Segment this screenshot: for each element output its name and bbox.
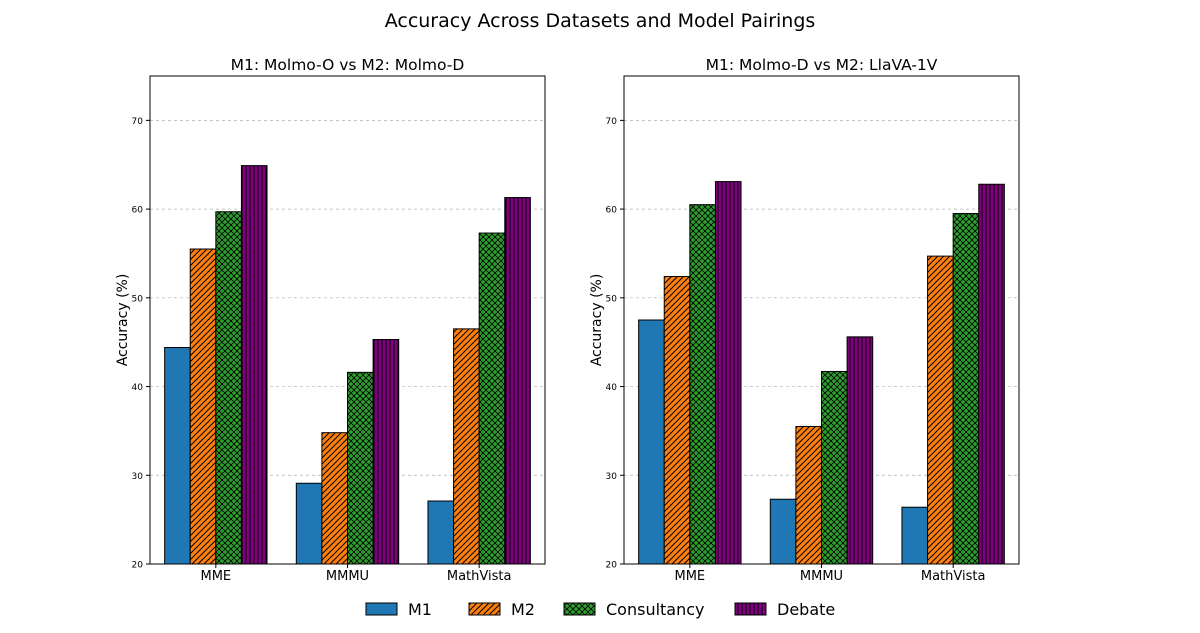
bar-m1-mme	[638, 319, 665, 565]
bar-m1-mme	[164, 347, 191, 565]
bar-debate-mathvista	[504, 197, 531, 565]
right-chart-panel: 20 30 40 50 60 70 MME MMMU MathVista M1: Molmo-D …	[589, 56, 1020, 584]
y-tick-label: 50	[606, 294, 618, 304]
bar-m1-mathvista	[901, 506, 929, 565]
bar-consultancy-mathvista	[952, 213, 980, 565]
y-tick-label: 60	[132, 206, 144, 216]
y-tick-label: 60	[606, 206, 618, 216]
bar-debate-mmmu	[846, 336, 874, 565]
legend-label-consultancy: Consultancy	[606, 600, 705, 619]
legend-swatch-m2	[468, 602, 501, 616]
figure-title: Accuracy Across Datasets and Model Pairi…	[385, 10, 816, 32]
bar-debate-mathvista	[978, 183, 1005, 565]
y-tick-label: 70	[132, 117, 144, 127]
y-tick-label: 40	[132, 383, 144, 393]
legend-swatch-debate	[734, 602, 767, 616]
bar-consultancy-mmmu	[821, 370, 848, 565]
chart-title: M1: Molmo-D vs M2: LlaVA-1V	[706, 56, 938, 74]
chart-title: M1: Molmo-O vs M2: Molmo-D	[231, 56, 465, 74]
bar-m2-mathvista	[453, 328, 480, 565]
bar-consultancy-mme	[215, 211, 242, 565]
bar-debate-mme	[714, 181, 742, 565]
bar-consultancy-mmmu	[347, 371, 374, 565]
y-tick-label: 50	[132, 294, 144, 304]
legend-label-debate: Debate	[777, 600, 835, 619]
x-tick-label: MME	[201, 569, 232, 584]
bar-m2-mmmu	[795, 425, 823, 565]
x-tick-label: MMMU	[800, 569, 843, 584]
y-tick-label: 70	[606, 117, 618, 127]
bar-debate-mmmu	[372, 339, 400, 565]
bar-debate-mme	[240, 165, 268, 565]
y-tick-label: 20	[606, 561, 618, 571]
y-tick-label: 30	[606, 472, 618, 482]
bar-consultancy-mathvista	[478, 232, 506, 565]
bar-m1-mmmu	[769, 498, 797, 565]
legend-swatch-m1	[365, 602, 398, 616]
bar-m1-mathvista	[427, 500, 455, 565]
bar-m1-mmmu	[295, 482, 323, 565]
legend: M1 M2 Consultancy Debate	[365, 600, 835, 619]
legend-label-m1: M1	[408, 600, 432, 619]
y-tick-label: 20	[132, 561, 144, 571]
bar-consultancy-mme	[689, 204, 716, 565]
bar-m2-mme	[663, 276, 691, 565]
y-tick-label: 40	[606, 383, 618, 393]
bar-m2-mathvista	[927, 255, 954, 565]
y-tick-label: 30	[132, 472, 144, 482]
x-tick-label: MMMU	[326, 569, 369, 584]
x-tick-label: MathVista	[447, 569, 512, 584]
legend-swatch-consultancy	[563, 602, 596, 616]
y-axis-label: Accuracy (%)	[589, 274, 605, 367]
x-tick-label: MME	[675, 569, 706, 584]
left-chart-panel: 20 30 40 50 60 70 MME MMMU MathVista M1: Molmo-O …	[115, 56, 546, 584]
bar-m2-mme	[189, 248, 217, 565]
x-tick-label: MathVista	[921, 569, 986, 584]
bar-m2-mmmu	[321, 432, 348, 565]
y-axis-label: Accuracy (%)	[115, 274, 131, 367]
legend-label-m2: M2	[511, 600, 535, 619]
